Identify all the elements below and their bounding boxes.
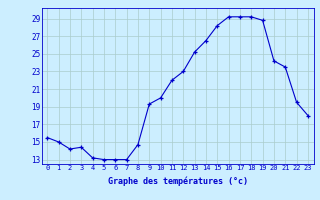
X-axis label: Graphe des températures (°c): Graphe des températures (°c) xyxy=(108,177,248,186)
